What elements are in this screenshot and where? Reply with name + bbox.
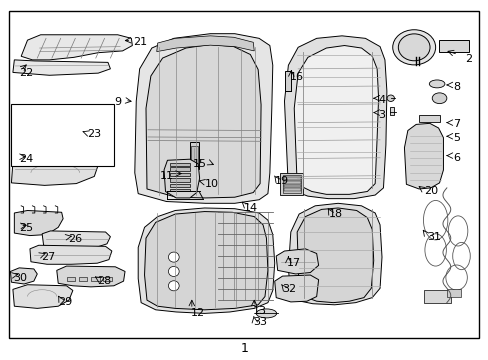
Ellipse shape xyxy=(413,154,437,164)
Ellipse shape xyxy=(386,95,394,102)
Polygon shape xyxy=(18,116,94,124)
Text: 33: 33 xyxy=(253,317,267,327)
Bar xyxy=(79,277,87,281)
Polygon shape xyxy=(13,60,110,75)
Text: 21: 21 xyxy=(133,37,147,47)
Polygon shape xyxy=(10,268,37,284)
Bar xyxy=(418,116,439,122)
Ellipse shape xyxy=(415,127,432,134)
Polygon shape xyxy=(274,275,318,302)
Text: 2: 2 xyxy=(464,54,471,64)
Text: 30: 30 xyxy=(13,273,27,283)
Bar xyxy=(446,289,460,297)
Text: 8: 8 xyxy=(452,82,459,92)
Text: 29: 29 xyxy=(58,297,72,307)
Polygon shape xyxy=(276,249,318,274)
Text: 24: 24 xyxy=(19,154,33,164)
Text: 25: 25 xyxy=(19,224,33,233)
Polygon shape xyxy=(21,35,132,60)
Polygon shape xyxy=(135,34,272,203)
Polygon shape xyxy=(284,36,386,199)
Bar xyxy=(423,290,450,303)
Text: 1: 1 xyxy=(240,342,248,355)
Polygon shape xyxy=(18,135,94,144)
Bar xyxy=(389,107,393,115)
Bar xyxy=(189,142,198,169)
Text: 27: 27 xyxy=(41,252,55,262)
Ellipse shape xyxy=(168,252,179,262)
Polygon shape xyxy=(14,211,63,235)
Text: 5: 5 xyxy=(452,133,459,143)
Text: 4: 4 xyxy=(378,95,385,105)
Polygon shape xyxy=(57,266,125,287)
Text: 3: 3 xyxy=(378,110,385,120)
Polygon shape xyxy=(146,44,261,198)
Polygon shape xyxy=(144,212,267,310)
Polygon shape xyxy=(18,126,94,134)
Bar xyxy=(283,181,300,184)
Bar xyxy=(170,163,189,166)
Bar xyxy=(282,175,301,193)
Polygon shape xyxy=(30,245,112,264)
Text: 31: 31 xyxy=(427,232,441,242)
Bar xyxy=(283,177,300,180)
Text: 15: 15 xyxy=(192,159,206,169)
Ellipse shape xyxy=(256,309,276,318)
Ellipse shape xyxy=(168,266,179,276)
Polygon shape xyxy=(13,285,73,309)
Bar xyxy=(91,277,100,281)
Bar xyxy=(66,277,75,281)
Bar xyxy=(170,189,189,192)
Polygon shape xyxy=(157,36,254,51)
Bar xyxy=(170,184,189,187)
Bar xyxy=(283,185,300,187)
Ellipse shape xyxy=(392,30,435,65)
Bar xyxy=(170,167,189,171)
Polygon shape xyxy=(18,145,94,154)
Text: 19: 19 xyxy=(274,176,288,186)
Text: 13: 13 xyxy=(253,306,267,316)
Bar xyxy=(279,173,303,195)
Text: 26: 26 xyxy=(68,234,82,244)
Text: 11: 11 xyxy=(160,171,174,181)
Bar xyxy=(170,178,189,182)
Text: 6: 6 xyxy=(452,153,459,163)
Polygon shape xyxy=(404,123,443,189)
Bar xyxy=(103,277,112,281)
Text: 17: 17 xyxy=(286,258,301,268)
Text: 32: 32 xyxy=(282,284,296,294)
Bar xyxy=(438,40,468,51)
Text: 23: 23 xyxy=(87,129,102,139)
Text: 28: 28 xyxy=(97,276,111,286)
Polygon shape xyxy=(288,203,381,305)
Polygon shape xyxy=(138,208,274,314)
Polygon shape xyxy=(163,159,199,198)
Text: 16: 16 xyxy=(289,72,303,82)
Bar xyxy=(190,146,197,166)
Text: 9: 9 xyxy=(114,97,122,107)
Polygon shape xyxy=(11,158,98,185)
Bar xyxy=(285,71,291,91)
Ellipse shape xyxy=(428,80,444,88)
Bar xyxy=(410,144,439,158)
Text: 20: 20 xyxy=(423,186,437,197)
Text: 22: 22 xyxy=(19,68,33,78)
Polygon shape xyxy=(42,231,110,248)
Ellipse shape xyxy=(168,281,179,291)
Bar xyxy=(170,173,189,176)
Text: 14: 14 xyxy=(243,203,257,213)
Text: 10: 10 xyxy=(204,179,218,189)
Text: 7: 7 xyxy=(452,120,459,129)
Ellipse shape xyxy=(431,93,446,104)
Polygon shape xyxy=(294,45,378,194)
Polygon shape xyxy=(297,208,373,303)
Bar xyxy=(283,188,300,191)
Text: 18: 18 xyxy=(328,209,342,219)
Polygon shape xyxy=(18,156,94,164)
Text: 12: 12 xyxy=(190,309,204,318)
Ellipse shape xyxy=(398,34,429,61)
Bar xyxy=(11,104,114,166)
